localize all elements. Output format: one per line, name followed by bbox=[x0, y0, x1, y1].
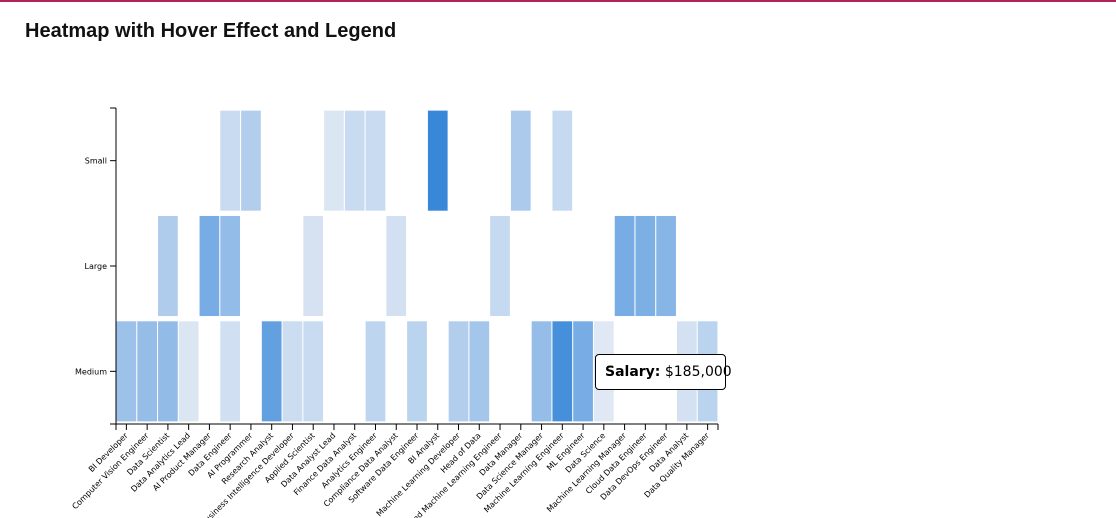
heatmap-cell-30[interactable] bbox=[552, 321, 573, 422]
heatmap-cell-17[interactable] bbox=[116, 321, 137, 422]
heatmap-cell-18[interactable] bbox=[137, 321, 157, 422]
heatmap-cell-2[interactable] bbox=[324, 110, 344, 211]
tooltip-value: $185,000 bbox=[664, 364, 732, 380]
heatmap-cell-24[interactable] bbox=[303, 321, 324, 422]
heatmap-cell-26[interactable] bbox=[407, 321, 427, 422]
heatmap-cell-21[interactable] bbox=[220, 321, 241, 422]
y-tick-label-2: Medium bbox=[75, 367, 107, 376]
heatmap-cell-16[interactable] bbox=[656, 215, 676, 317]
heatmap-cell-5[interactable] bbox=[427, 110, 448, 211]
heatmap-cell-13[interactable] bbox=[490, 215, 510, 317]
heatmap-cell-4[interactable] bbox=[365, 110, 386, 211]
heatmap-cell-11[interactable] bbox=[303, 215, 324, 317]
top-accent-bar bbox=[0, 0, 1116, 2]
heatmap-cell-10[interactable] bbox=[220, 215, 241, 317]
heatmap-cell-22[interactable] bbox=[261, 321, 282, 422]
heatmap-cell-23[interactable] bbox=[282, 321, 303, 422]
heatmap-cell-14[interactable] bbox=[614, 215, 635, 317]
heatmap-cell-20[interactable] bbox=[178, 321, 199, 422]
heatmap-cell-7[interactable] bbox=[552, 110, 573, 211]
heatmap-cell-6[interactable] bbox=[510, 110, 531, 211]
heatmap-cell-8[interactable] bbox=[158, 215, 178, 317]
heatmap-cell-31[interactable] bbox=[573, 321, 593, 422]
heatmap-cell-29[interactable] bbox=[531, 321, 552, 422]
salary-tooltip: Salary: $185,000 bbox=[595, 354, 732, 390]
heatmap-cell-19[interactable] bbox=[158, 321, 178, 422]
heatmap-cell-15[interactable] bbox=[635, 215, 656, 317]
heatmap-cell-3[interactable] bbox=[344, 110, 365, 211]
y-tick-label-1: Large bbox=[84, 262, 107, 271]
heatmap-cell-25[interactable] bbox=[365, 321, 386, 422]
heatmap-cell-12[interactable] bbox=[386, 215, 407, 317]
heatmap-cell-28[interactable] bbox=[469, 321, 490, 422]
heatmap-cell-27[interactable] bbox=[448, 321, 469, 422]
tooltip-label: Salary: bbox=[605, 364, 661, 380]
heatmap-cell-1[interactable] bbox=[241, 110, 261, 211]
page-title: Heatmap with Hover Effect and Legend bbox=[25, 20, 397, 42]
heatmap-cell-9[interactable] bbox=[199, 215, 220, 317]
y-tick-label-0: Small bbox=[85, 157, 107, 166]
heatmap-cell-0[interactable] bbox=[220, 110, 241, 211]
